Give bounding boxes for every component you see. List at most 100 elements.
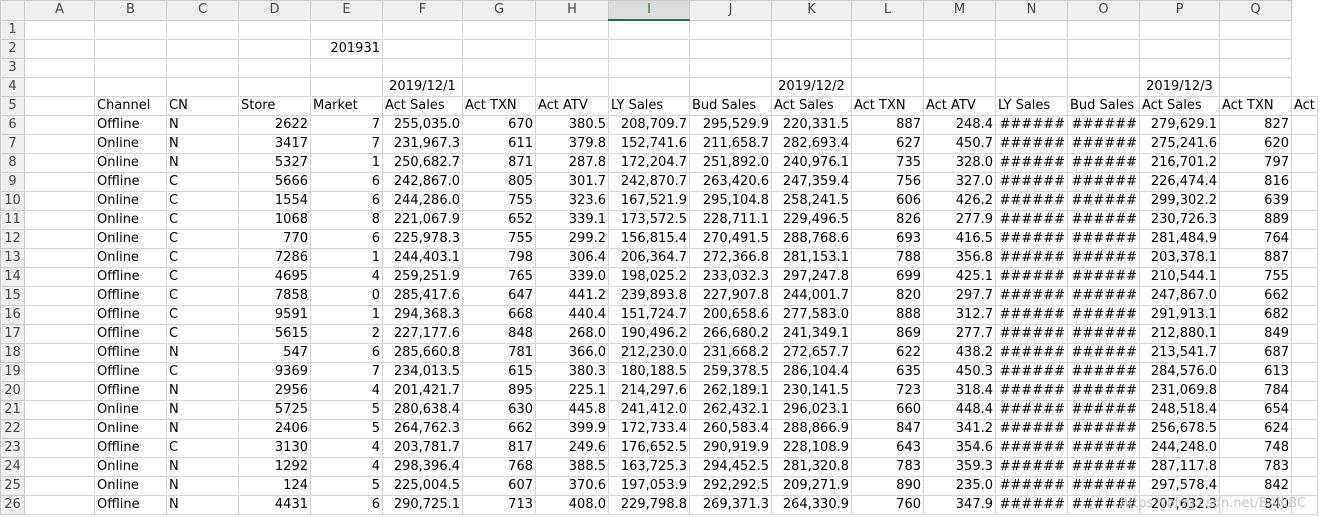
cell[interactable]: ###### xyxy=(1067,323,1140,344)
cell[interactable]: 295,104.8 xyxy=(689,190,772,211)
cell[interactable]: 287.8 xyxy=(535,152,609,173)
column-label-cell[interactable]: Act Sales xyxy=(1139,95,1220,116)
cell[interactable]: 770 xyxy=(238,228,311,249)
cell[interactable]: Offline xyxy=(94,304,167,325)
cell[interactable]: 624 xyxy=(1219,418,1292,439)
cell[interactable]: 247,867.0 xyxy=(1139,285,1220,306)
cell[interactable] xyxy=(24,19,95,40)
cell[interactable]: 249.6 xyxy=(535,437,609,458)
row-header[interactable]: 14 xyxy=(0,266,25,287)
cell[interactable]: Online xyxy=(94,209,167,230)
cell[interactable]: ###### xyxy=(995,494,1068,515)
cell[interactable]: 6 xyxy=(310,171,383,192)
select-all-corner[interactable] xyxy=(0,0,25,21)
cell[interactable]: Offline xyxy=(94,380,167,401)
cell[interactable]: 328.0 xyxy=(923,152,996,173)
cell[interactable] xyxy=(310,19,383,40)
cell[interactable]: 4 xyxy=(310,437,383,458)
cell[interactable] xyxy=(382,57,463,78)
cell[interactable]: 256,678.5 xyxy=(1139,418,1220,439)
cell[interactable] xyxy=(94,57,167,78)
column-label-cell[interactable]: Act Sales xyxy=(771,95,852,116)
cell[interactable]: Offline xyxy=(94,285,167,306)
cell[interactable] xyxy=(462,38,536,59)
cell[interactable]: ###### xyxy=(995,342,1068,363)
column-label-cell[interactable]: Act ATV xyxy=(923,95,996,116)
cell[interactable]: Offline xyxy=(94,361,167,382)
cell[interactable]: 259,251.9 xyxy=(382,266,463,287)
cell[interactable]: C xyxy=(166,266,239,287)
cell[interactable]: 163,725.3 xyxy=(608,456,690,477)
cell[interactable]: 4431 xyxy=(238,494,311,515)
cell[interactable]: N xyxy=(166,399,239,420)
cell[interactable]: 234,013.5 xyxy=(382,361,463,382)
cell[interactable]: 2956 xyxy=(238,380,311,401)
cell[interactable] xyxy=(166,19,239,40)
cell[interactable]: 151,724.7 xyxy=(608,304,690,325)
cell[interactable]: 6 xyxy=(310,228,383,249)
cell[interactable]: 888 xyxy=(851,304,924,325)
cell[interactable]: 627 xyxy=(851,133,924,154)
cell[interactable]: ###### xyxy=(1067,266,1140,287)
cell[interactable]: 180,188.5 xyxy=(608,361,690,382)
cell[interactable]: ###### xyxy=(1067,418,1140,439)
column-label-cell[interactable]: Bud Sales xyxy=(689,95,772,116)
cell[interactable]: 652 xyxy=(462,209,536,230)
cell[interactable]: 225,004.5 xyxy=(382,475,463,496)
cell[interactable]: Online xyxy=(94,133,167,154)
cell[interactable]: 6 xyxy=(310,190,383,211)
cell[interactable]: 682 xyxy=(1219,304,1292,325)
column-header-c[interactable]: C xyxy=(166,0,239,21)
row-header[interactable]: 24 xyxy=(0,456,25,477)
cell[interactable]: 7 xyxy=(310,114,383,135)
cell[interactable]: Offline xyxy=(94,114,167,135)
cell[interactable]: 190,496.2 xyxy=(608,323,690,344)
cell[interactable]: 298,396.4 xyxy=(382,456,463,477)
cell[interactable] xyxy=(24,247,95,268)
cell[interactable]: 211,658.7 xyxy=(689,133,772,154)
cell[interactable] xyxy=(24,418,95,439)
cell[interactable]: 258,241.5 xyxy=(771,190,852,211)
cell[interactable]: 260,583.4 xyxy=(689,418,772,439)
cell[interactable] xyxy=(1291,247,1318,268)
cell[interactable]: ###### xyxy=(1067,494,1140,515)
cell[interactable]: 869 xyxy=(851,323,924,344)
column-header-f[interactable]: F xyxy=(382,0,463,21)
cell[interactable] xyxy=(24,475,95,496)
row-header[interactable]: 8 xyxy=(0,152,25,173)
cell[interactable] xyxy=(1291,285,1318,306)
cell[interactable]: 3130 xyxy=(238,437,311,458)
cell[interactable]: 247,359.4 xyxy=(771,171,852,192)
cell[interactable]: ###### xyxy=(995,228,1068,249)
cell[interactable]: 635 xyxy=(851,361,924,382)
cell[interactable]: 327.0 xyxy=(923,171,996,192)
cell[interactable]: 294,368.3 xyxy=(382,304,463,325)
row-header[interactable]: 22 xyxy=(0,418,25,439)
cell[interactable]: 296,023.1 xyxy=(771,399,852,420)
column-header-n[interactable]: N xyxy=(995,0,1068,21)
cell[interactable]: 848 xyxy=(462,323,536,344)
cell[interactable]: 687 xyxy=(1219,342,1292,363)
cell[interactable]: 339.1 xyxy=(535,209,609,230)
cell[interactable]: 290,725.1 xyxy=(382,494,463,515)
row-header[interactable]: 4 xyxy=(0,76,25,97)
cell[interactable]: 220,331.5 xyxy=(771,114,852,135)
cell[interactable]: 783 xyxy=(851,456,924,477)
cell[interactable]: 312.7 xyxy=(923,304,996,325)
cell[interactable]: 299,302.2 xyxy=(1139,190,1220,211)
cell[interactable]: 760 xyxy=(851,494,924,515)
cell[interactable]: Online xyxy=(94,228,167,249)
cell[interactable]: 889 xyxy=(1219,209,1292,230)
cell[interactable]: 9369 xyxy=(238,361,311,382)
cell[interactable]: 279,629.1 xyxy=(1139,114,1220,135)
cell[interactable] xyxy=(1219,19,1292,40)
cell[interactable] xyxy=(1139,38,1220,59)
row-header[interactable]: 15 xyxy=(0,285,25,306)
column-header-k[interactable]: K xyxy=(771,0,852,21)
cell[interactable]: Online xyxy=(94,418,167,439)
cell[interactable]: 210,544.1 xyxy=(1139,266,1220,287)
cell[interactable]: 849 xyxy=(1219,323,1292,344)
cell[interactable]: 647 xyxy=(462,285,536,306)
cell[interactable]: 6 xyxy=(310,494,383,515)
column-header-j[interactable]: J xyxy=(689,0,772,21)
